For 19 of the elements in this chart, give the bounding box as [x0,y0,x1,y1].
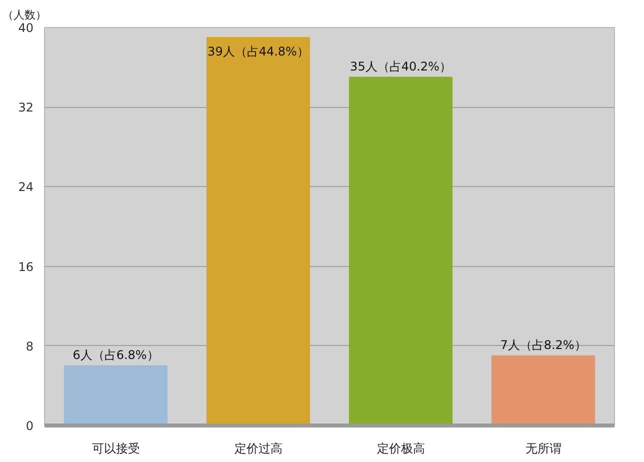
bar [206,36,310,426]
data-label: 6人（占6.8%） [72,348,159,362]
y-tick-label: 16 [18,260,34,274]
bar [64,365,168,426]
bar [491,355,596,426]
x-tick-label: 可以接受 [92,442,140,456]
data-label: 7人（占8.2%） [500,338,586,352]
y-tick-label: 0 [26,419,34,433]
x-tick-label: 无所谓 [525,442,562,456]
bar [348,76,453,426]
data-label: 35人（占40.2%） [350,59,452,74]
y-tick-label: 40 [18,21,34,35]
y-tick-label: 8 [26,339,34,354]
y-tick-label: 24 [18,180,34,194]
y-tick-label: 32 [18,100,34,115]
x-tick-label: 定价极高 [376,442,425,456]
data-label: 39人（占44.8%） [208,44,309,58]
y-axis-title: （人数） [2,8,46,22]
x-tick-label: 定价过高 [234,442,282,456]
